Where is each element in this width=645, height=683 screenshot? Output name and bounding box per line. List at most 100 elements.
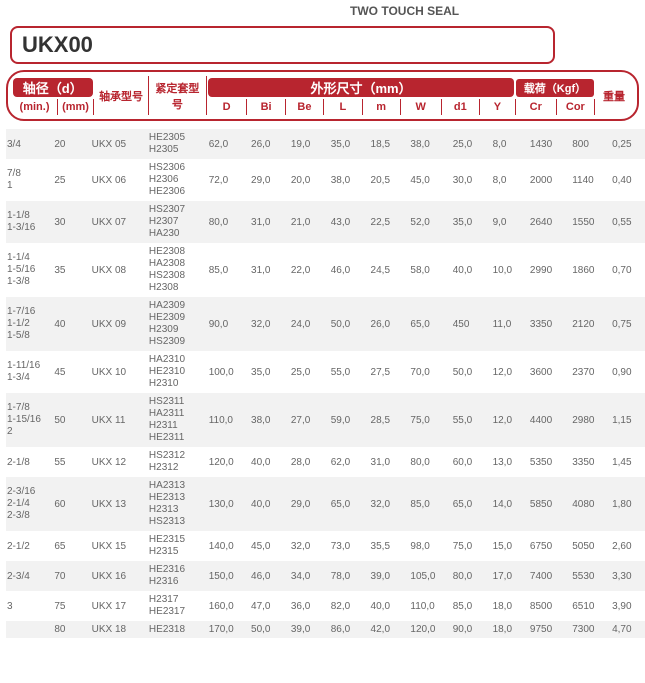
cell-L: 55,0 [330, 351, 370, 393]
cell-W: 105,0 [409, 561, 451, 591]
cell-m: 27,5 [370, 351, 410, 393]
hdr-dims: 外形尺寸（mm） [208, 78, 515, 97]
cell-wt: 1,80 [611, 477, 645, 531]
cell-Cor: 5050 [571, 531, 611, 561]
cell-D: 110,0 [208, 393, 250, 447]
cell-D: 80,0 [208, 201, 250, 243]
hdr-mm: (mm) [58, 99, 94, 115]
cell-min: 2-3/4 [6, 561, 53, 591]
cell-Cor: 2980 [571, 393, 611, 447]
cell-D: 90,0 [208, 297, 250, 351]
hdr-Cr: Cr [515, 99, 556, 115]
cell-d1: 90,0 [452, 621, 492, 638]
cell-Be: 24,0 [290, 297, 330, 351]
cell-L: 46,0 [330, 243, 370, 297]
table-row: 1-1/81-3/1630UKX 07HS2307H2307HA23080,03… [6, 201, 645, 243]
cell-m: 26,0 [370, 297, 410, 351]
cell-d1: 25,0 [452, 129, 492, 159]
hdr-D: D [206, 99, 247, 115]
cell-d1: 60,0 [452, 447, 492, 477]
cell-D: 62,0 [208, 129, 250, 159]
cell-min [6, 621, 53, 638]
cell-brg: UKX 07 [91, 201, 148, 243]
cell-Be: 39,0 [290, 621, 330, 638]
product-title: UKX00 [22, 32, 93, 57]
cell-min: 1-11/161-3/4 [6, 351, 53, 393]
cell-d1: 75,0 [452, 531, 492, 561]
cell-Cor: 5530 [571, 561, 611, 591]
cell-d1: 30,0 [452, 159, 492, 201]
cell-wt: 0,75 [611, 297, 645, 351]
data-table: 3/420UKX 05HE2305H230562,026,019,035,018… [6, 129, 645, 638]
cell-wt: 1,45 [611, 447, 645, 477]
cell-Cor: 7300 [571, 621, 611, 638]
cell-W: 85,0 [409, 477, 451, 531]
cell-d1: 65,0 [452, 477, 492, 531]
cell-W: 65,0 [409, 297, 451, 351]
cell-d1: 55,0 [452, 393, 492, 447]
cell-Bi: 46,0 [250, 561, 290, 591]
hdr-sleeve-no: 紧定套型号 [149, 76, 207, 115]
cell-Bi: 38,0 [250, 393, 290, 447]
cell-Bi: 45,0 [250, 531, 290, 561]
cell-W: 75,0 [409, 393, 451, 447]
title-box: UKX00 [10, 26, 555, 64]
cell-Cr: 1430 [529, 129, 571, 159]
table-row: 2-3/162-1/42-3/860UKX 13HA2313HE2313H231… [6, 477, 645, 531]
cell-wt: 0,55 [611, 201, 645, 243]
cell-mm: 45 [53, 351, 90, 393]
cell-L: 35,0 [330, 129, 370, 159]
cell-Cor: 2370 [571, 351, 611, 393]
cell-brg: UKX 17 [91, 591, 148, 621]
cell-D: 72,0 [208, 159, 250, 201]
cell-Cr: 5850 [529, 477, 571, 531]
cell-min: 2-1/8 [6, 447, 53, 477]
cell-brg: UKX 12 [91, 447, 148, 477]
cell-wt: 0,90 [611, 351, 645, 393]
cell-Bi: 40,0 [250, 447, 290, 477]
cell-Cor: 3350 [571, 447, 611, 477]
cell-Cr: 2990 [529, 243, 571, 297]
cell-min: 2-1/2 [6, 531, 53, 561]
cell-Bi: 40,0 [250, 477, 290, 531]
cell-d1: 450 [452, 297, 492, 351]
cell-W: 120,0 [409, 621, 451, 638]
cell-Bi: 26,0 [250, 129, 290, 159]
hdr-d1: d1 [441, 99, 479, 115]
cell-mm: 25 [53, 159, 90, 201]
cell-L: 59,0 [330, 393, 370, 447]
cell-D: 130,0 [208, 477, 250, 531]
hdr-L: L [324, 99, 362, 115]
cell-brg: UKX 10 [91, 351, 148, 393]
cell-L: 86,0 [330, 621, 370, 638]
hdr-Be: Be [285, 99, 323, 115]
cell-W: 98,0 [409, 531, 451, 561]
table-row: 7/8125UKX 06HS2306H2306HE230672,029,020,… [6, 159, 645, 201]
hdr-weight: 重量 [595, 76, 633, 115]
cell-Y: 15,0 [492, 531, 529, 561]
cell-Be: 19,0 [290, 129, 330, 159]
cell-Be: 29,0 [290, 477, 330, 531]
cell-brg: UKX 09 [91, 297, 148, 351]
table-row: 2-1/855UKX 12HS2312H2312120,040,028,062,… [6, 447, 645, 477]
table-row: 1-7/81-15/16250UKX 11HS2311HA2311H2311HE… [6, 393, 645, 447]
cell-Y: 8,0 [492, 129, 529, 159]
cell-L: 82,0 [330, 591, 370, 621]
cell-Be: 27,0 [290, 393, 330, 447]
cell-m: 32,0 [370, 477, 410, 531]
cell-Bi: 50,0 [250, 621, 290, 638]
table-row: 375UKX 17H2317HE2317160,047,036,082,040,… [6, 591, 645, 621]
cell-mm: 55 [53, 447, 90, 477]
cell-W: 70,0 [409, 351, 451, 393]
cell-m: 24,5 [370, 243, 410, 297]
cell-Y: 14,0 [492, 477, 529, 531]
cell-Be: 36,0 [290, 591, 330, 621]
cell-mm: 70 [53, 561, 90, 591]
cell-min: 2-3/162-1/42-3/8 [6, 477, 53, 531]
cell-min: 3 [6, 591, 53, 621]
cell-Bi: 47,0 [250, 591, 290, 621]
cell-d1: 40,0 [452, 243, 492, 297]
cell-mm: 80 [53, 621, 90, 638]
table-row: 2-1/265UKX 15HE2315H2315140,045,032,073,… [6, 531, 645, 561]
cell-m: 20,5 [370, 159, 410, 201]
